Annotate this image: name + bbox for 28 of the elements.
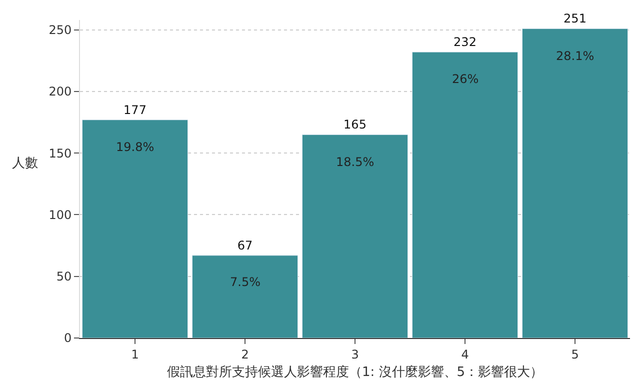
y-tick-label: 100 xyxy=(48,208,72,222)
data-label: 232 xyxy=(454,35,476,50)
y-tick-label: 150 xyxy=(48,146,72,160)
bar xyxy=(302,134,408,338)
x-tick-label: 3 xyxy=(351,347,359,362)
annotation: 28.1% xyxy=(556,49,594,63)
y-tick-label: 50 xyxy=(56,270,72,284)
x-axis-title: 假訊息對所支持候選人影響程度（1: 沒什麼影響、5：影響很大） xyxy=(166,364,544,380)
annotation: 26% xyxy=(452,72,479,86)
bar xyxy=(82,120,188,338)
data-label: 251 xyxy=(564,12,586,26)
data-label: 165 xyxy=(344,118,366,132)
x-tick-label: 1 xyxy=(131,347,139,362)
x-tick-label: 4 xyxy=(461,347,469,362)
annotation: 18.5% xyxy=(336,155,374,169)
data-label: 177 xyxy=(124,102,146,117)
bar xyxy=(192,255,298,338)
y-tick-label: 200 xyxy=(48,84,72,99)
x-tick-label: 2 xyxy=(241,347,249,362)
data-label: 67 xyxy=(237,238,253,252)
annotation: 19.8% xyxy=(116,140,154,154)
bar xyxy=(522,28,628,338)
y-axis-title: 人數 xyxy=(12,156,38,171)
bar xyxy=(412,52,518,338)
y-tick-label: 0 xyxy=(64,331,72,346)
y-tick-label: 250 xyxy=(48,23,72,38)
x-tick-label: 5 xyxy=(571,347,579,362)
annotation: 7.5% xyxy=(230,275,260,289)
